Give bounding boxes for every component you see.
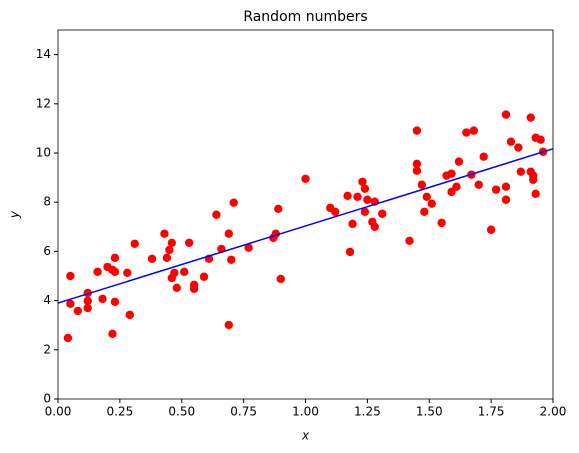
scatter-point (378, 209, 387, 218)
scatter-point (360, 207, 370, 216)
y-tick-label: 8 (43, 195, 51, 209)
scatter-point (125, 310, 134, 320)
scatter-point (224, 229, 233, 238)
scatter-point (348, 219, 357, 229)
scatter-point (474, 180, 483, 189)
scatter-point (110, 253, 120, 262)
y-tick-label: 0 (43, 392, 51, 406)
scatter-point (301, 174, 310, 184)
scatter-point (454, 157, 464, 166)
x-tick-label: 0.50 (168, 405, 195, 419)
scatter-point (353, 192, 362, 201)
y-tick-label: 14 (36, 47, 51, 61)
scatter-point (276, 274, 285, 284)
scatter-point (108, 329, 117, 339)
y-tick-label: 12 (36, 96, 51, 110)
scatter-point (479, 152, 488, 161)
scatter-point (224, 320, 233, 330)
scatter-point (501, 195, 511, 204)
y-tick-label: 10 (36, 146, 51, 160)
scatter-point (227, 255, 236, 264)
x-tick-label: 1.25 (354, 405, 381, 419)
scatter-point (160, 229, 169, 238)
scatter-point (130, 239, 139, 248)
scatter-point (189, 280, 199, 290)
scatter-point (412, 166, 422, 175)
scatter-point (165, 245, 174, 255)
scatter-point (531, 189, 540, 199)
scatter-point (199, 272, 209, 281)
scatter-point (93, 267, 102, 277)
scatter-point (405, 236, 414, 246)
scatter-point (420, 207, 429, 216)
scatter-point (83, 296, 92, 306)
scatter-point (83, 303, 92, 313)
scatter-point (427, 199, 436, 208)
scatter-point (501, 110, 511, 119)
scatter-point (363, 195, 372, 204)
y-tick-label: 6 (43, 244, 51, 258)
scatter-point (422, 192, 431, 201)
scatter-point (343, 191, 352, 201)
scatter-point (447, 169, 456, 178)
scatter-point (274, 204, 283, 214)
scatter-point (73, 306, 83, 316)
scatter-point (469, 126, 478, 135)
y-tick-label: 4 (43, 293, 51, 307)
scatter-point (345, 247, 355, 257)
x-tick-label: 0.00 (45, 405, 72, 419)
scatter-point (501, 182, 511, 191)
scatter-point (412, 126, 422, 135)
scatter-point (147, 254, 157, 263)
y-tick-label: 2 (43, 342, 51, 356)
scatter-point (184, 238, 194, 247)
scatter-point (370, 222, 379, 231)
scatter-point (360, 184, 370, 193)
scatter-point (167, 238, 177, 247)
scatter-point (358, 177, 367, 186)
scatter-point (506, 137, 516, 146)
scatter-point (516, 167, 526, 176)
scatter-point (526, 113, 535, 122)
scatter-point (491, 185, 501, 194)
fit-line (57, 148, 554, 304)
scatter-point (110, 267, 120, 277)
scatter-point (66, 271, 75, 281)
scatter-point (486, 225, 496, 234)
scatter-point (244, 243, 253, 252)
scatter-point (162, 253, 172, 262)
x-tick-label: 1.00 (292, 405, 319, 419)
x-tick-label: 2.00 (540, 405, 567, 419)
x-tick-label: 1.75 (478, 405, 505, 419)
scatter-point (172, 283, 181, 293)
scatter-point (229, 198, 238, 207)
x-tick-label: 0.75 (230, 405, 257, 419)
x-axis-label: x (301, 429, 310, 443)
scatter-point (180, 267, 189, 277)
scatter-point (417, 180, 427, 189)
scatter-point (212, 210, 221, 219)
scatter-point (331, 207, 340, 216)
scatter-point (536, 135, 545, 144)
scatter-point (170, 268, 179, 278)
y-axis-label: y (8, 210, 22, 219)
scatter-point (98, 294, 107, 304)
scatter-point (110, 297, 120, 307)
scatter-point (412, 159, 422, 169)
scatter-point (437, 218, 446, 228)
scatter-point (66, 299, 75, 308)
scatter-point (462, 128, 471, 137)
chart-title: Random numbers (243, 9, 367, 25)
x-tick-label: 0.25 (107, 405, 134, 419)
scatter-point (452, 182, 461, 191)
scatter-point (529, 171, 538, 180)
x-tick-label: 1.50 (416, 405, 443, 419)
plot-frame (57, 29, 554, 400)
scatter-point (514, 143, 523, 152)
scatter-point (63, 333, 73, 343)
scatter-point (123, 268, 132, 278)
